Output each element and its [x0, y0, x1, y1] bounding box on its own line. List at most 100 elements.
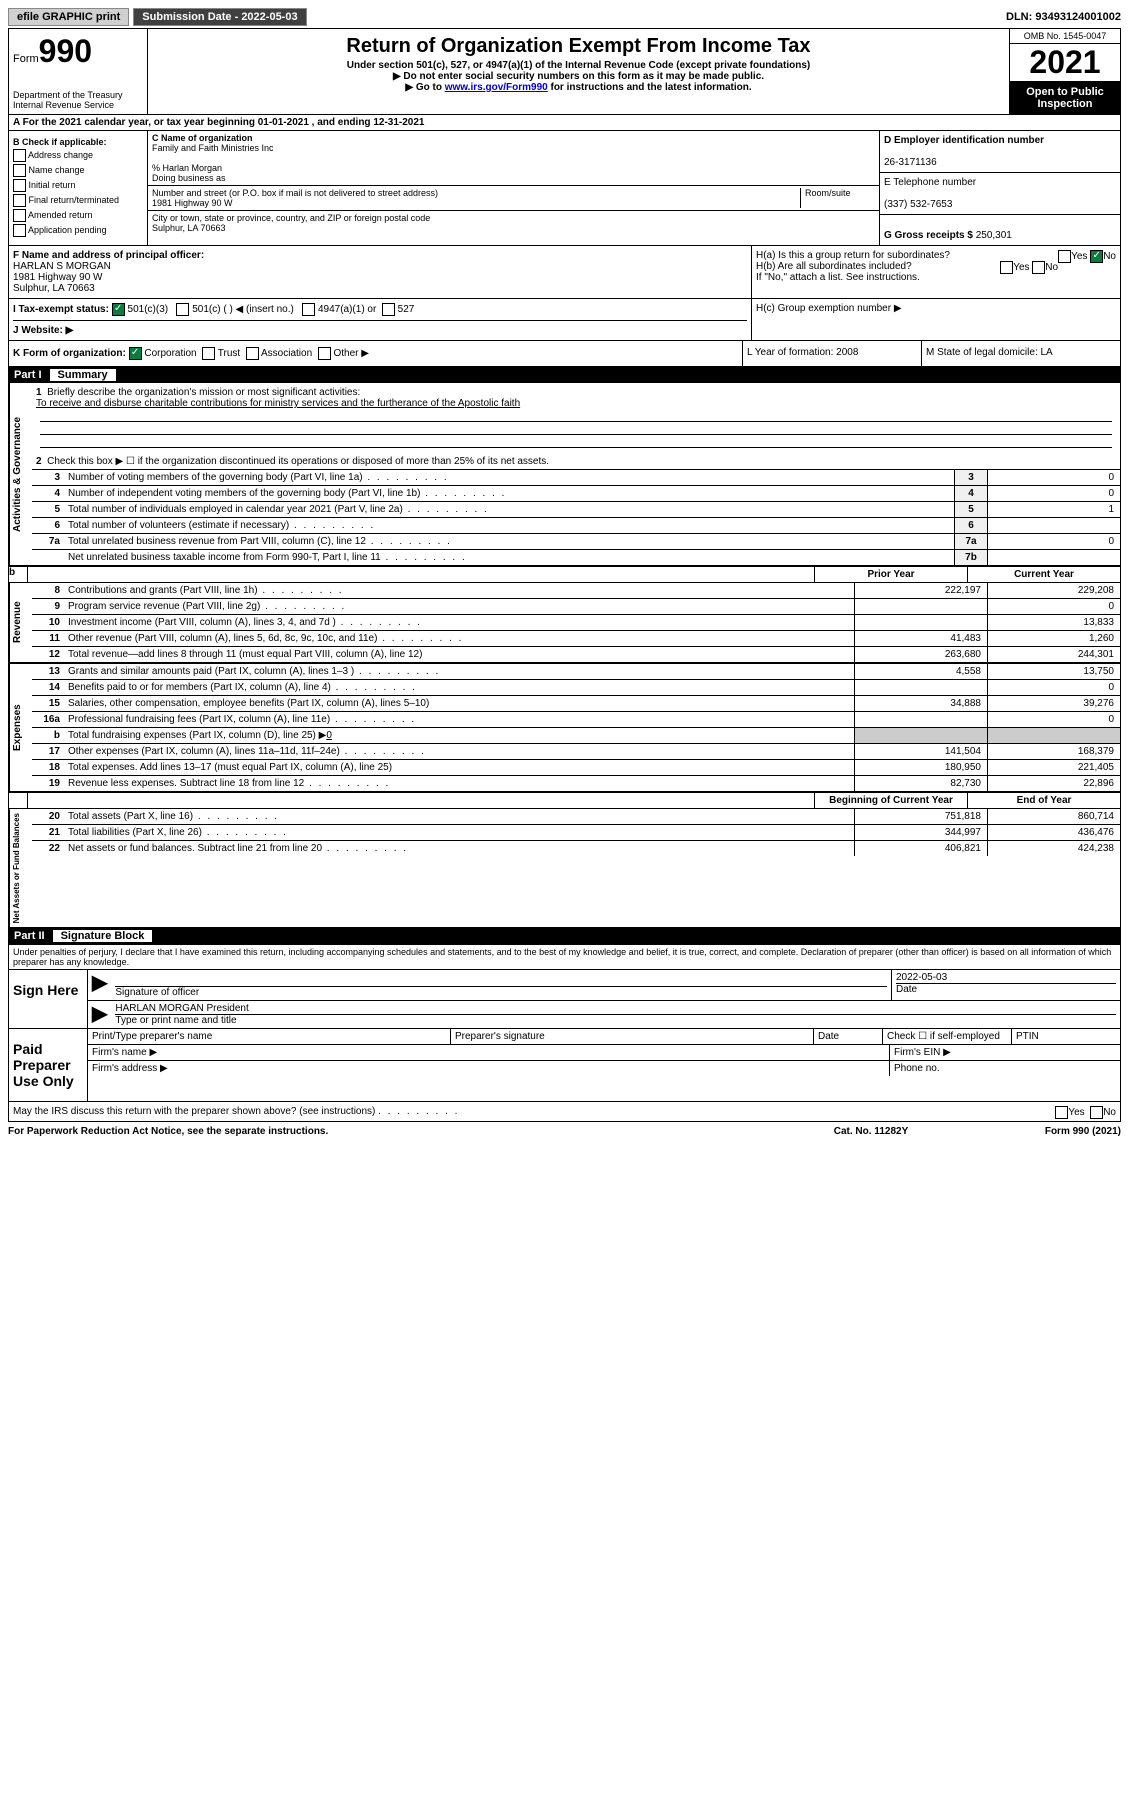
- checkbox-icon[interactable]: [1032, 261, 1045, 274]
- checkbox-icon[interactable]: [202, 347, 215, 360]
- line1-label: Briefly describe the organization's miss…: [47, 387, 360, 398]
- c-name-label: C Name of organization: [152, 133, 253, 143]
- prior-val: 34,888: [854, 696, 987, 711]
- line-desc: Total revenue—add lines 8 through 11 (mu…: [64, 647, 854, 662]
- checkbox-icon[interactable]: [1090, 1106, 1103, 1119]
- line-desc: Total assets (Part X, line 16): [64, 809, 854, 824]
- prior-year-header: Prior Year: [814, 567, 967, 582]
- b-item-label: Application pending: [28, 225, 107, 235]
- checkbox-icon[interactable]: [1058, 250, 1071, 263]
- checkbox-icon[interactable]: [318, 347, 331, 360]
- checkbox-icon[interactable]: [382, 303, 395, 316]
- checkbox-icon[interactable]: [13, 164, 26, 177]
- irs-link[interactable]: www.irs.gov/Form990: [445, 82, 548, 93]
- line-desc: Salaries, other compensation, employee b…: [64, 696, 854, 711]
- curr-val: 13,833: [987, 615, 1120, 630]
- officer-city: Sulphur, LA 70663: [13, 283, 95, 294]
- curr-val: 13,750: [987, 664, 1120, 679]
- care-of: % Harlan Morgan: [152, 163, 222, 173]
- checkbox-icon[interactable]: [176, 303, 189, 316]
- column-b: B Check if applicable: Address change Na…: [9, 131, 148, 245]
- b-title: B Check if applicable:: [13, 137, 143, 147]
- paid-preparer-label: Paid Preparer Use Only: [9, 1029, 87, 1101]
- line-desc: Other expenses (Part IX, column (A), lin…: [64, 744, 854, 759]
- submission-date-button[interactable]: Submission Date - 2022-05-03: [133, 8, 306, 26]
- hc-label: H(c) Group exemption number ▶: [756, 303, 1116, 314]
- top-bar: efile GRAPHIC print Submission Date - 20…: [8, 8, 1121, 26]
- open-public-badge: Open to Public Inspection: [1010, 82, 1120, 114]
- line-desc: Total liabilities (Part X, line 26): [64, 825, 854, 840]
- i-opt: 501(c) ( ) ◀ (insert no.): [192, 304, 294, 315]
- efile-button[interactable]: efile GRAPHIC print: [8, 8, 129, 26]
- line16b: Total fundraising expenses (Part IX, col…: [64, 728, 854, 743]
- line-desc: Net assets or fund balances. Subtract li…: [64, 841, 854, 856]
- curr-val: 436,476: [987, 825, 1120, 840]
- subtitle-3: ▶ Go to www.irs.gov/Form990 for instruct…: [152, 82, 1005, 93]
- blank-line: [40, 424, 1112, 435]
- dba-label: Doing business as: [152, 173, 226, 183]
- ha-label: H(a) Is this a group return for subordin…: [756, 250, 950, 261]
- city-value: Sulphur, LA 70663: [152, 223, 226, 233]
- begin-year-header: Beginning of Current Year: [814, 793, 967, 808]
- i-opt: 527: [398, 304, 415, 315]
- curr-val: 39,276: [987, 696, 1120, 711]
- b-item-label: Initial return: [29, 180, 76, 190]
- checkbox-icon[interactable]: [1055, 1106, 1068, 1119]
- subtitle-2: ▶ Do not enter social security numbers o…: [152, 71, 1005, 82]
- end-year-header: End of Year: [967, 793, 1120, 808]
- prior-val: [854, 615, 987, 630]
- org-name: Family and Faith Ministries Inc: [152, 143, 274, 153]
- line-desc: Other revenue (Part VIII, column (A), li…: [64, 631, 854, 646]
- yes-label: Yes: [1013, 262, 1029, 273]
- part-num: Part I: [14, 369, 50, 381]
- discuss-label: May the IRS discuss this return with the…: [13, 1106, 375, 1117]
- line-desc: Number of independent voting members of …: [64, 486, 954, 501]
- checkbox-icon[interactable]: [13, 149, 26, 162]
- firm-ein-label: Firm's EIN ▶: [890, 1045, 1120, 1060]
- prior-val: 344,997: [854, 825, 987, 840]
- prior-val: [854, 599, 987, 614]
- prior-val: [854, 680, 987, 695]
- checkbox-icon[interactable]: [246, 347, 259, 360]
- prior-val: 41,483: [854, 631, 987, 646]
- b-item-label: Amended return: [28, 210, 93, 220]
- e-label: E Telephone number: [884, 177, 976, 188]
- phone-value: (337) 532-7653: [884, 199, 952, 210]
- blank-line: [40, 437, 1112, 448]
- checkbox-icon[interactable]: [302, 303, 315, 316]
- firm-name-label: Firm's name ▶: [88, 1045, 890, 1060]
- paperwork-notice: For Paperwork Reduction Act Notice, see …: [8, 1126, 771, 1137]
- line-desc: Program service revenue (Part VIII, line…: [64, 599, 854, 614]
- part1-header: Part I Summary: [8, 367, 1121, 383]
- part-num: Part II: [14, 930, 53, 942]
- tax-year: 2021: [1010, 44, 1120, 82]
- line-val: 1: [987, 502, 1120, 517]
- checkbox-icon[interactable]: [1000, 261, 1013, 274]
- signature-block: Under penalties of perjury, I declare th…: [8, 944, 1121, 1122]
- street-label: Number and street (or P.O. box if mail i…: [152, 188, 438, 198]
- page-footer: For Paperwork Reduction Act Notice, see …: [8, 1122, 1121, 1141]
- prep-name-label: Print/Type preparer's name: [88, 1029, 451, 1044]
- firm-addr-label: Firm's address ▶: [88, 1061, 890, 1076]
- line-val: [987, 550, 1120, 565]
- checkbox-icon[interactable]: [13, 179, 26, 192]
- checkbox-icon[interactable]: [13, 224, 26, 237]
- prep-sig-label: Preparer's signature: [451, 1029, 814, 1044]
- curr-val: 229,208: [987, 583, 1120, 598]
- checkbox-icon[interactable]: [13, 209, 26, 222]
- curr-val: 0: [987, 599, 1120, 614]
- l-year: L Year of formation: 2008: [743, 341, 922, 366]
- vlabel-expenses: Expenses: [9, 664, 32, 791]
- checkbox-checked-icon[interactable]: ✓: [112, 303, 125, 316]
- dln-label: DLN: 93493124001002: [1006, 11, 1121, 23]
- checkbox-checked-icon[interactable]: ✓: [1090, 250, 1103, 263]
- checkbox-icon[interactable]: [13, 194, 26, 207]
- checkbox-checked-icon[interactable]: ✓: [129, 347, 142, 360]
- i-label: I Tax-exempt status:: [13, 304, 109, 315]
- ha-row: H(a) Is this a group return for subordin…: [756, 250, 1116, 261]
- j-website: J Website: ▶: [13, 320, 747, 336]
- officer-name-title: HARLAN MORGAN President: [115, 1003, 248, 1014]
- no-label: No: [1103, 1108, 1116, 1119]
- sub3-post: for instructions and the latest informat…: [548, 82, 752, 93]
- street-value: 1981 Highway 90 W: [152, 198, 233, 208]
